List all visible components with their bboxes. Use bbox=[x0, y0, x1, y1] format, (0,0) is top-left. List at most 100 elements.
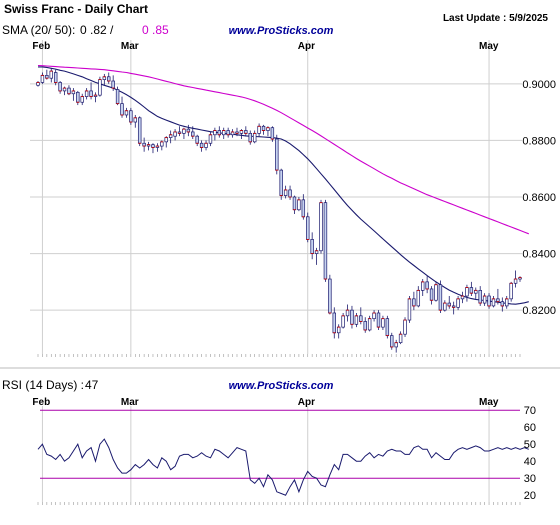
candle-body bbox=[345, 309, 350, 317]
candle-body bbox=[297, 199, 301, 211]
candle-body bbox=[292, 196, 297, 211]
candle-body bbox=[301, 199, 306, 218]
price-tick-label: 0.9000 bbox=[522, 79, 556, 91]
candle-body bbox=[310, 239, 314, 254]
candle-body bbox=[275, 138, 279, 171]
candle-body bbox=[257, 125, 261, 134]
candle-body bbox=[213, 130, 217, 136]
candle-body bbox=[133, 117, 138, 123]
candle-body bbox=[84, 90, 89, 97]
candle-body bbox=[505, 298, 509, 307]
candle-body bbox=[394, 342, 398, 348]
candle-body bbox=[390, 335, 394, 348]
candle-body bbox=[279, 169, 283, 196]
rsi-month-label: Apr bbox=[298, 397, 315, 408]
candle-body bbox=[500, 301, 505, 307]
candle-body bbox=[434, 284, 438, 301]
candle-body bbox=[124, 110, 129, 116]
candle-body bbox=[182, 128, 186, 134]
candle-body bbox=[49, 70, 53, 79]
rsi-watermark: www.ProSticks.com bbox=[229, 380, 334, 392]
candle-body bbox=[491, 298, 496, 307]
candle-body bbox=[252, 133, 257, 143]
price-tick-label: 0.8400 bbox=[522, 249, 556, 261]
candle-body bbox=[336, 326, 341, 334]
price-month-label: May bbox=[479, 41, 499, 52]
price-month-label: Mar bbox=[121, 41, 139, 52]
rsi-panel: 70 60 50 40 30 20 Feb Mar Apr May bbox=[32, 397, 536, 505]
candle-body bbox=[80, 96, 84, 103]
price-tick-label: 0.8200 bbox=[522, 305, 556, 317]
sma50-value: 0 .85 bbox=[142, 23, 169, 37]
candle-body bbox=[359, 315, 363, 322]
candle-body bbox=[416, 290, 421, 307]
rsi-label: RSI (14 Days) : bbox=[2, 378, 84, 392]
candle-body bbox=[191, 131, 195, 137]
candle-body bbox=[306, 216, 310, 240]
candle-body bbox=[354, 315, 359, 325]
candle-body bbox=[283, 189, 288, 196]
sma-label: SMA (20/ 50): bbox=[2, 23, 75, 37]
rsi-month-label: Feb bbox=[32, 397, 50, 408]
candle-body bbox=[323, 202, 328, 280]
rsi-tick-label: 30 bbox=[524, 473, 536, 485]
candle-body bbox=[469, 287, 474, 294]
last-update: Last Update : 5/9/2025 bbox=[443, 13, 548, 24]
price-month-label: Apr bbox=[298, 41, 315, 52]
candle-body bbox=[270, 127, 275, 140]
candle-body bbox=[261, 125, 266, 131]
rsi-line bbox=[37, 438, 529, 496]
rsi-tick-label: 50 bbox=[524, 439, 536, 451]
candle-body bbox=[443, 302, 447, 311]
candle-body bbox=[412, 298, 416, 307]
rsi-month-label: Mar bbox=[121, 397, 139, 408]
candle-body bbox=[456, 298, 460, 308]
candle-body bbox=[67, 87, 71, 95]
candle-body bbox=[420, 281, 425, 291]
candle-body bbox=[332, 312, 336, 334]
candle-body bbox=[350, 309, 354, 325]
candle-body bbox=[164, 137, 168, 143]
rsi-month-label: May bbox=[479, 397, 499, 408]
price-tick-label: 0.8600 bbox=[522, 192, 556, 204]
candle-body bbox=[58, 82, 62, 92]
candle-body bbox=[482, 295, 487, 304]
rsi-value: 47 bbox=[85, 378, 99, 392]
candle-body bbox=[478, 290, 482, 304]
candle-body bbox=[363, 321, 367, 331]
candle-body bbox=[160, 141, 164, 147]
candle-body bbox=[487, 295, 491, 307]
candle-body bbox=[425, 281, 429, 290]
sma20-line bbox=[38, 66, 529, 305]
candle-body bbox=[381, 318, 385, 328]
candle-body bbox=[76, 91, 80, 103]
candle-body bbox=[173, 131, 177, 137]
candle-body bbox=[222, 130, 226, 136]
candle-body bbox=[328, 278, 332, 314]
candle-body bbox=[115, 89, 120, 104]
rsi-tick-label: 60 bbox=[524, 422, 536, 434]
candle-body bbox=[111, 80, 115, 89]
candle-body bbox=[403, 319, 407, 335]
candle-body bbox=[509, 282, 513, 300]
candle-body bbox=[407, 298, 412, 321]
candle-body bbox=[367, 318, 372, 331]
chart-title: Swiss Franc - Daily Chart bbox=[4, 2, 148, 16]
candle-body bbox=[398, 333, 403, 344]
candle-body bbox=[40, 75, 45, 83]
price-month-label: Feb bbox=[32, 41, 50, 52]
price-panel: 0.9000 0.8800 0.8600 0.8400 0.8200 Feb Mar Apr… bbox=[30, 40, 556, 357]
candle-body bbox=[195, 135, 199, 144]
rsi-tick-label: 40 bbox=[524, 456, 536, 468]
candle-body bbox=[319, 202, 323, 252]
candle-body bbox=[341, 315, 345, 328]
candle-body bbox=[217, 130, 222, 136]
candle-body bbox=[465, 287, 469, 297]
sma50-line bbox=[37, 64, 529, 235]
candle-body bbox=[89, 90, 93, 97]
candle-body bbox=[120, 103, 124, 116]
candle-body bbox=[429, 288, 434, 301]
candle-body bbox=[372, 312, 376, 319]
candle-body bbox=[129, 110, 133, 123]
